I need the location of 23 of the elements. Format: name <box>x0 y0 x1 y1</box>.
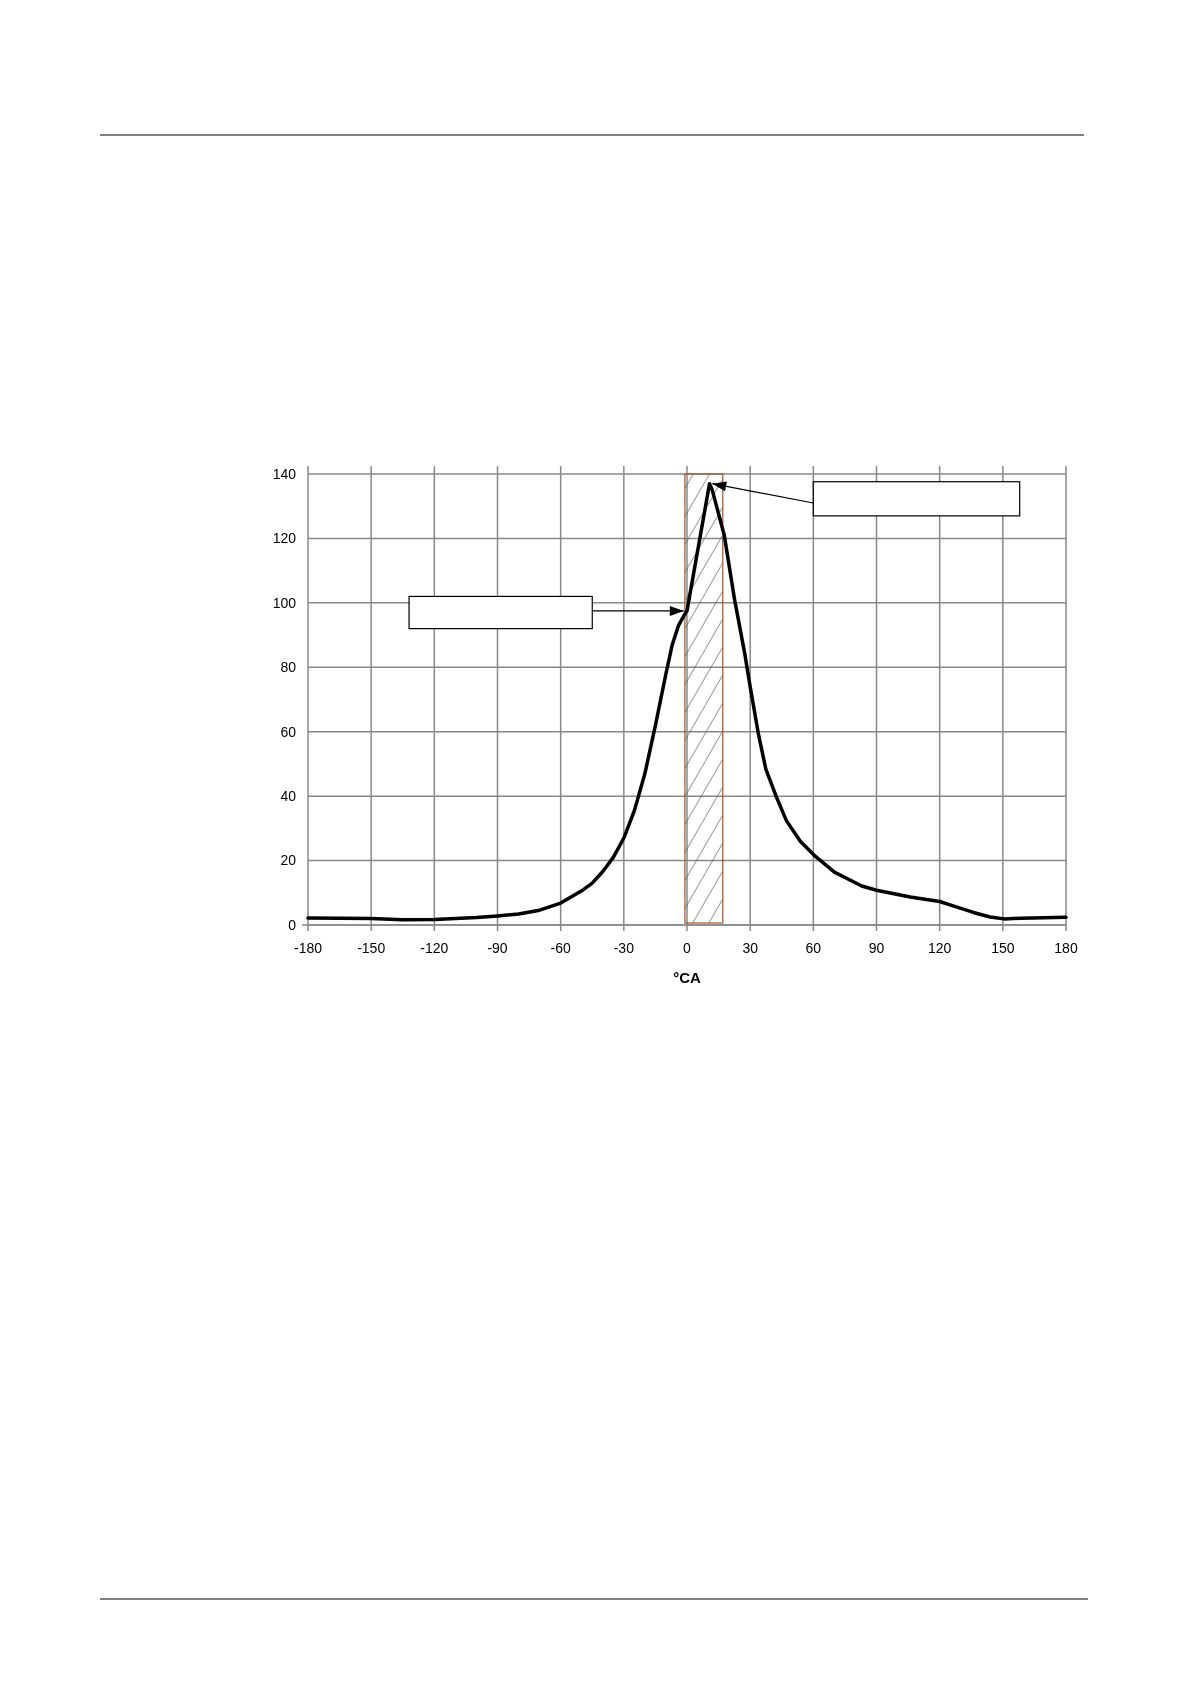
x-tick-label: 30 <box>742 940 759 956</box>
x-axis-title: °CA <box>673 969 701 986</box>
x-tick-label: 60 <box>805 940 822 956</box>
y-tick-label: 40 <box>280 788 297 805</box>
y-tick-label: 80 <box>280 659 297 676</box>
x-tick-label: -150 <box>357 940 386 956</box>
line-series <box>306 481 1068 922</box>
x-tick-label: 0 <box>683 940 692 956</box>
y-tick-label: 0 <box>288 916 297 933</box>
x-tick-label: 180 <box>1054 940 1078 956</box>
x-tick-label: 150 <box>991 940 1015 956</box>
y-tick-label: 60 <box>280 723 297 740</box>
x-tick-label: -30 <box>613 940 635 956</box>
y-tick-label: 20 <box>280 852 297 869</box>
x-tick-label: -90 <box>487 940 508 956</box>
y-tick-label: 100 <box>272 594 297 611</box>
x-tick-label: -120 <box>420 940 449 956</box>
x-tick-label: -60 <box>550 940 571 956</box>
x-tick-label: 90 <box>868 940 885 956</box>
x-tick-label: -180 <box>293 940 323 956</box>
y-tick-label: 140 <box>272 465 297 482</box>
x-tick-label: 120 <box>927 940 952 956</box>
y-tick-label: 120 <box>272 530 297 547</box>
